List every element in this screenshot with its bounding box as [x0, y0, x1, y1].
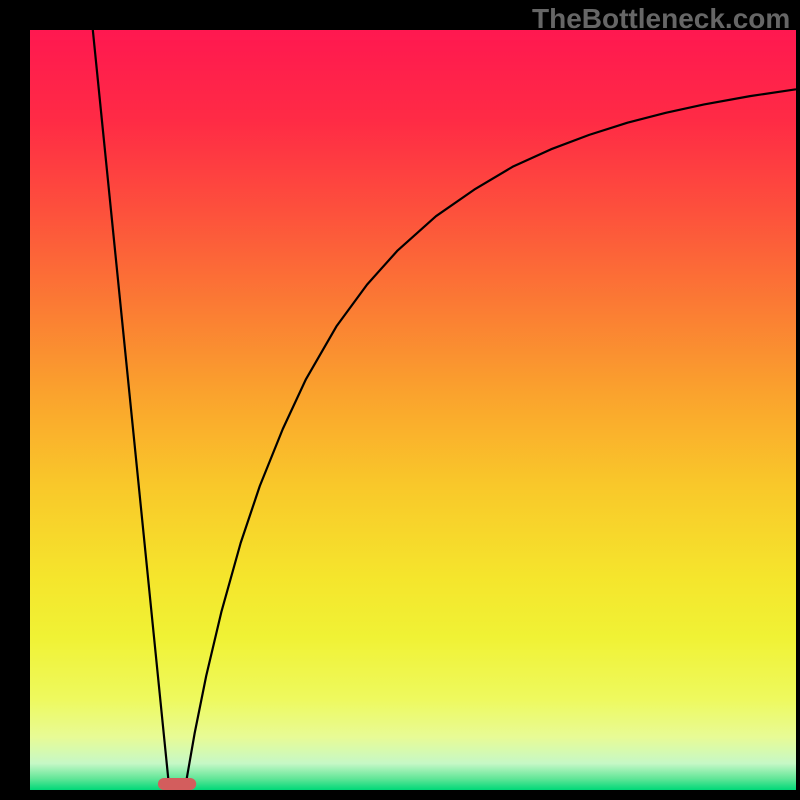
- plot-svg: [30, 30, 796, 790]
- optimum-marker: [158, 778, 196, 790]
- chart-container: TheBottleneck.com: [0, 0, 800, 800]
- watermark-text: TheBottleneck.com: [532, 3, 790, 35]
- plot-area: [30, 30, 796, 790]
- gradient-background: [30, 30, 796, 790]
